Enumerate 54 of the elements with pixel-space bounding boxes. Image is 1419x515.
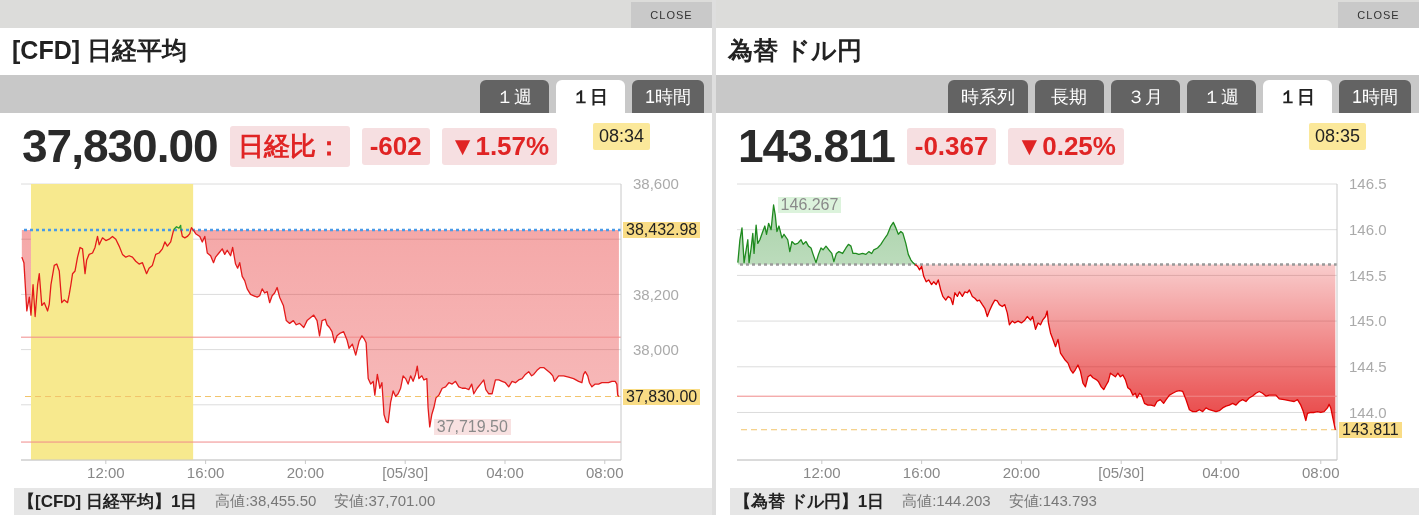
close-button: CLOSE <box>1338 2 1419 28</box>
x-tick-label: 20:00 <box>286 463 325 481</box>
ref-line-label: 38,432.98 <box>623 221 701 239</box>
x-tick-label: [05/30] <box>382 463 429 481</box>
x-tick-label: [05/30] <box>1098 463 1145 481</box>
x-tick-label: 04:00 <box>486 463 524 481</box>
text: 【[CFD] 日経平均】1日 <box>18 491 198 513</box>
x-tick-label: 08:00 <box>1302 463 1340 481</box>
y-tick-label: 145.5 <box>1349 266 1387 284</box>
text: ▼0.25% <box>1008 127 1124 165</box>
text: 安値:37,701.00 <box>334 492 436 511</box>
text: 143.811 <box>738 119 895 173</box>
x-tick-label: 20:00 <box>1002 463 1041 481</box>
text: -602 <box>361 127 430 165</box>
ref-line-label: 37,830.00 <box>623 387 701 405</box>
text: 安値:143.793 <box>1008 492 1097 511</box>
tab: 1時間 <box>1339 80 1411 113</box>
y-tick-label: 145.0 <box>1349 312 1387 330</box>
text: 08:34 <box>593 123 651 150</box>
annotation: 146.267 <box>777 196 842 214</box>
y-tick-label: 38,200 <box>633 285 679 303</box>
x-tick-label: 04:00 <box>1202 463 1240 481</box>
tab: １週 <box>1187 80 1256 113</box>
y-tick-label: 144.5 <box>1349 358 1387 376</box>
annotation: 37,719.50 <box>433 418 511 436</box>
x-tick-label: 16:00 <box>186 463 225 481</box>
tab: 時系列 <box>948 80 1028 113</box>
text: 【為替 ドル円】1日 <box>734 491 885 513</box>
close-button: CLOSE <box>631 2 712 28</box>
chart-title: [CFD] 日経平均 <box>12 35 187 66</box>
tab: １週 <box>480 80 549 113</box>
tab: ３月 <box>1111 80 1180 113</box>
text: 37,830.00 <box>22 119 218 173</box>
tab: 長期 <box>1035 80 1104 113</box>
ref-line-label: 143.811 <box>1339 420 1402 438</box>
x-tick-label: 12:00 <box>803 463 841 481</box>
tab: １日 <box>1263 80 1332 113</box>
y-tick-label: 146.5 <box>1349 175 1387 193</box>
text: -0.367 <box>906 127 997 165</box>
text: ▼1.57% <box>441 127 558 165</box>
tab: １日 <box>556 80 625 113</box>
x-tick-label: 12:00 <box>87 463 125 481</box>
y-tick-label: 144.0 <box>1349 403 1387 421</box>
text: 高値:38,455.50 <box>215 492 317 511</box>
x-tick-label: 08:00 <box>586 463 624 481</box>
chart-title: 為替 ドル円 <box>728 35 862 66</box>
y-tick-label: 38,600 <box>633 175 679 193</box>
y-tick-label: 146.0 <box>1349 221 1387 239</box>
tab: 1時間 <box>632 80 704 113</box>
text: 日経比： <box>229 125 350 167</box>
text: 高値:144.203 <box>902 492 991 511</box>
x-tick-label: 16:00 <box>902 463 941 481</box>
text: 08:35 <box>1309 123 1367 150</box>
y-tick-label: 38,000 <box>633 340 679 358</box>
